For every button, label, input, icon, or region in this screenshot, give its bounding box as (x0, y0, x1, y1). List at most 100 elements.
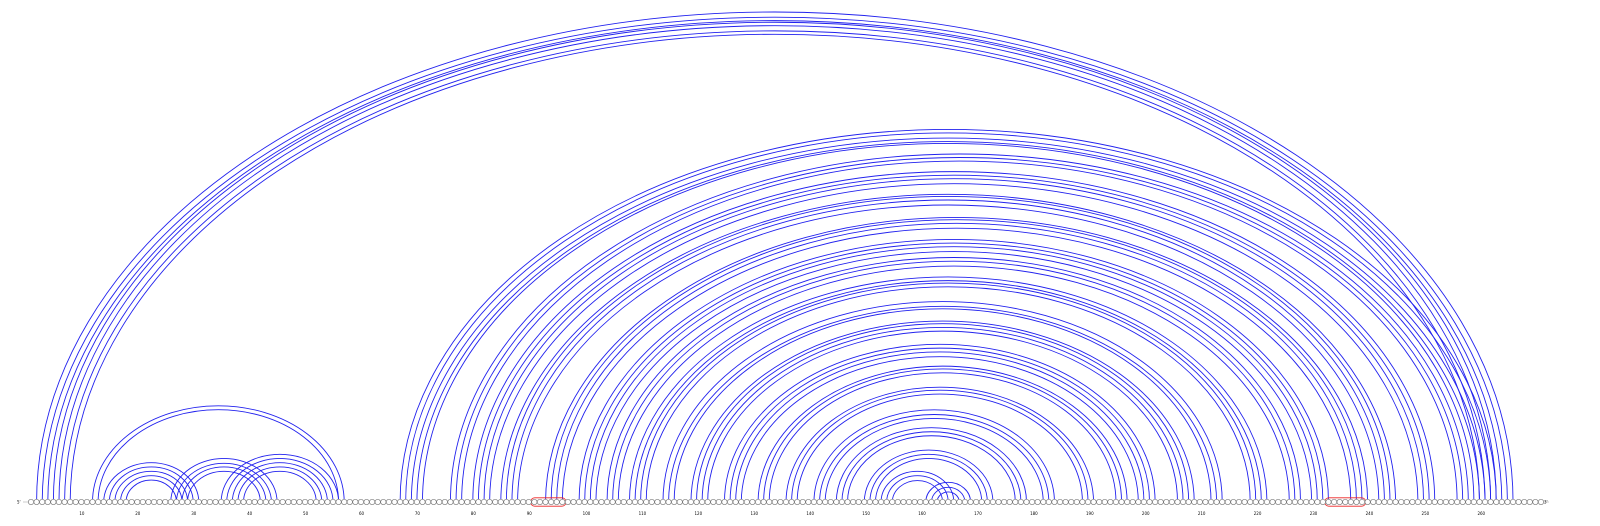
nucleotide-base (1045, 498, 1052, 506)
nucleotide-base (1118, 498, 1125, 506)
nucleotide-base (503, 498, 510, 506)
nucleotide-base (369, 498, 376, 506)
base-pair-arc (511, 199, 1385, 503)
nucleotide-base (1073, 498, 1080, 506)
nucleotide-base (1521, 498, 1528, 506)
nucleotide-base (111, 498, 118, 506)
nucleotide-base (184, 498, 191, 506)
nucleotide-base (1459, 498, 1466, 506)
nucleotide-base (1381, 498, 1388, 506)
nucleotide-base (452, 498, 460, 506)
base-pair-arc (455, 157, 1464, 503)
nucleotide-base (894, 498, 901, 506)
nucleotide-base (749, 498, 756, 506)
nucleotide-base (1140, 498, 1147, 506)
base-pair-arc (640, 282, 1257, 503)
nucleotide-base (810, 498, 818, 506)
nucleotide-base (290, 498, 297, 506)
base-pair-arc (841, 431, 1022, 503)
base-pair-arc (668, 305, 1218, 503)
nucleotide-base (240, 498, 247, 506)
nucleotide-base (1163, 498, 1170, 506)
base-pair-arc (416, 141, 1480, 503)
nucleotide-base (464, 498, 471, 506)
base-pair-arc (410, 137, 1486, 503)
nucleotide-base (1051, 498, 1058, 506)
nucleotide-base (905, 498, 913, 506)
nucleotide-base (363, 498, 370, 506)
base-pair-arc (545, 217, 1369, 503)
base-pair-arc (69, 33, 1480, 503)
nucleotide-base (659, 498, 667, 506)
base-pair-arc (584, 242, 1324, 503)
nucleotide-base (553, 498, 560, 506)
nucleotide-base (1358, 498, 1366, 506)
position-tick-label: 70 (415, 511, 421, 516)
nucleotide-base (525, 498, 532, 506)
base-pair-arc (606, 257, 1301, 503)
nucleotide-base (44, 498, 51, 506)
nucleotide-base (1297, 498, 1304, 506)
nucleotide-base (296, 498, 303, 506)
nucleotide-base (1465, 498, 1472, 506)
base-pair-arc (707, 330, 1178, 503)
nucleotide-base (117, 498, 124, 506)
nucleotide-base (55, 498, 63, 506)
nucleotide-base (1386, 498, 1394, 506)
nucleotide-base (861, 498, 868, 506)
nucleotide-base (134, 498, 141, 506)
nucleotide-base (967, 498, 974, 506)
position-tick-label: 250 (1422, 511, 1430, 516)
nucleotide-base (855, 498, 862, 506)
nucleotide-base (900, 498, 907, 506)
nucleotide-base (167, 498, 174, 506)
nucleotide-base (805, 498, 812, 506)
base-pair-arc (696, 323, 1190, 503)
nucleotide-base (178, 498, 186, 506)
nucleotide-base (1168, 498, 1175, 506)
nucleotide-base (1515, 498, 1522, 506)
nucleotide-base (961, 498, 969, 506)
base-pair-arc (477, 174, 1430, 503)
base-pair-arc (550, 219, 1363, 503)
nucleotide-base (1034, 498, 1041, 506)
nucleotide-base (1414, 498, 1422, 506)
base-pair-arc (645, 286, 1251, 503)
nucleotide-base (1224, 498, 1231, 506)
position-tick-label: 210 (1198, 511, 1206, 516)
base-pair-arc (819, 414, 1050, 503)
nucleotide-base (1482, 498, 1489, 506)
nucleotide-base (514, 498, 521, 506)
nucleotide-base (374, 498, 381, 506)
nucleotide-base (838, 498, 845, 506)
nucleotide-base (1509, 498, 1517, 506)
nucleotide-base (878, 498, 885, 506)
nucleotide-base (665, 498, 672, 506)
nucleotide-base (615, 498, 622, 506)
base-pair-arc (103, 462, 200, 503)
base-pair-arc (64, 30, 1486, 503)
nucleotide-base (95, 498, 102, 506)
nucleotide-base (1230, 498, 1237, 506)
base-pair-arc (175, 462, 272, 503)
nucleotide-base (727, 498, 734, 506)
nucleotide-base (799, 498, 806, 506)
nucleotide-base (274, 498, 281, 506)
nucleotide-base (1180, 498, 1187, 506)
nucleotide-base (145, 498, 152, 506)
nucleotide-base (1152, 498, 1159, 506)
nucleotide-base (1174, 498, 1181, 506)
base-pair-arc (690, 320, 1195, 503)
nucleotide-base (346, 498, 353, 506)
nucleotide-base (1096, 498, 1103, 506)
nucleotide-base (156, 498, 163, 506)
nucleotide-base (1006, 498, 1013, 506)
base-pair-arc (768, 372, 1117, 503)
base-pair-arc (869, 453, 988, 503)
base-pair-arc (181, 466, 267, 503)
position-tick-label: 160 (918, 511, 926, 516)
nucleotide-base (777, 498, 784, 506)
base-pair-arc (47, 20, 1503, 503)
sequence-backbone (23, 498, 1549, 506)
position-tick-label: 40 (247, 511, 253, 516)
